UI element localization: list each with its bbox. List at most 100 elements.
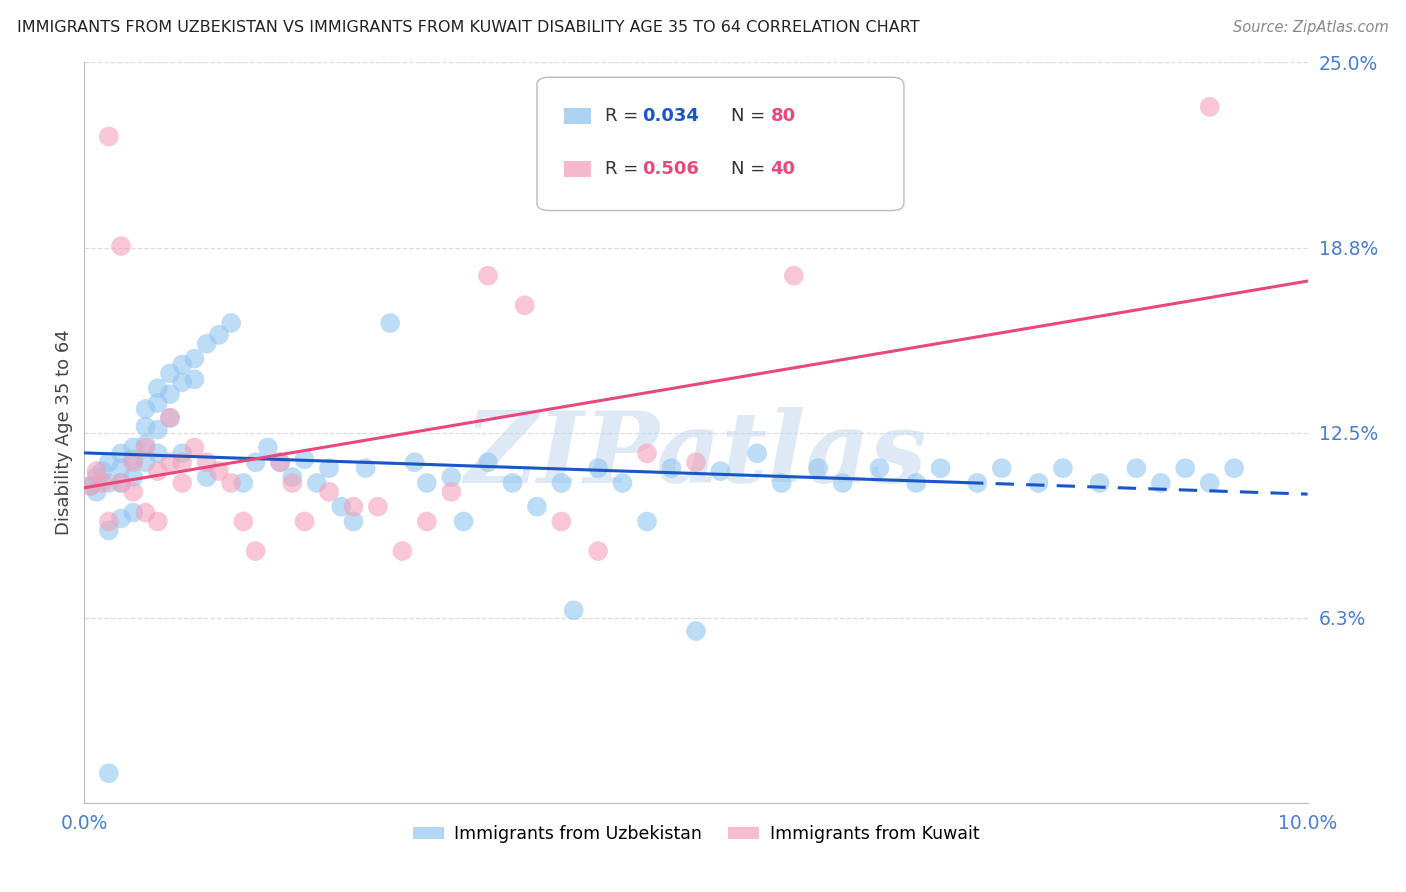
Point [86, 484, 108, 499]
Point [636, 446, 658, 460]
Point [294, 515, 316, 529]
Point [110, 461, 132, 475]
Point [110, 475, 132, 490]
Point [1174, 461, 1197, 475]
Point [685, 455, 707, 469]
Point [172, 358, 194, 372]
Point [1028, 475, 1050, 490]
Y-axis label: Disability Age 35 to 64: Disability Age 35 to 64 [55, 330, 73, 535]
Point [318, 484, 340, 499]
Point [305, 475, 328, 490]
Point [709, 464, 731, 478]
Point [747, 446, 769, 460]
Point [159, 455, 181, 469]
Point [135, 441, 157, 455]
Point [122, 484, 145, 499]
Text: 80: 80 [770, 107, 796, 125]
Point [146, 423, 169, 437]
Point [1198, 475, 1220, 490]
Point [97, 515, 120, 529]
Point [183, 351, 205, 366]
Point [416, 475, 439, 490]
Point [342, 515, 364, 529]
Point [477, 268, 499, 283]
FancyBboxPatch shape [537, 78, 904, 211]
Point [219, 475, 242, 490]
Point [526, 500, 548, 514]
Point [97, 524, 120, 538]
Point [97, 455, 120, 469]
Point [391, 544, 413, 558]
Point [245, 544, 267, 558]
Point [122, 506, 145, 520]
Point [770, 475, 793, 490]
Point [550, 475, 572, 490]
Point [232, 475, 254, 490]
Point [122, 455, 145, 469]
Point [146, 381, 169, 395]
Point [146, 446, 169, 460]
Point [245, 455, 267, 469]
Point [502, 475, 524, 490]
Point [97, 475, 120, 490]
Point [208, 327, 231, 342]
Point [91, 464, 114, 478]
Point [122, 441, 145, 455]
Point [146, 515, 169, 529]
Point [135, 437, 157, 451]
Point [183, 441, 205, 455]
Point [807, 461, 830, 475]
Point [86, 470, 108, 484]
Point [232, 515, 254, 529]
Point [453, 515, 475, 529]
Point [135, 455, 157, 469]
Point [477, 455, 499, 469]
Point [318, 461, 340, 475]
Point [110, 239, 132, 253]
Point [831, 475, 853, 490]
Point [783, 268, 806, 283]
Point [269, 455, 291, 469]
Point [1223, 461, 1246, 475]
FancyBboxPatch shape [564, 161, 591, 178]
Text: R =: R = [606, 160, 644, 178]
Point [110, 446, 132, 460]
Point [79, 479, 101, 493]
Point [146, 396, 169, 410]
Point [122, 470, 145, 484]
Point [122, 452, 145, 467]
Point [159, 367, 181, 381]
Text: 0.506: 0.506 [643, 160, 699, 178]
Point [172, 475, 194, 490]
Point [208, 464, 231, 478]
Point [294, 452, 316, 467]
Point [513, 298, 536, 312]
Point [172, 455, 194, 469]
Point [440, 484, 463, 499]
Point [135, 506, 157, 520]
Legend: Immigrants from Uzbekistan, Immigrants from Kuwait: Immigrants from Uzbekistan, Immigrants f… [405, 818, 987, 850]
Point [172, 446, 194, 460]
Point [159, 410, 181, 425]
Point [380, 316, 402, 330]
Point [110, 475, 132, 490]
Point [79, 479, 101, 493]
Point [586, 544, 609, 558]
Point [91, 475, 114, 490]
Point [281, 475, 304, 490]
Point [146, 464, 169, 478]
Point [172, 376, 194, 390]
Point [159, 387, 181, 401]
Point [342, 500, 364, 514]
Point [159, 410, 181, 425]
Point [219, 316, 242, 330]
Point [110, 511, 132, 525]
Text: 40: 40 [770, 160, 796, 178]
Text: R =: R = [606, 107, 644, 125]
Point [966, 475, 988, 490]
Text: N =: N = [731, 160, 772, 178]
Text: ZIPatlas: ZIPatlas [465, 407, 927, 503]
Point [404, 455, 426, 469]
Point [612, 475, 634, 490]
Point [367, 500, 389, 514]
